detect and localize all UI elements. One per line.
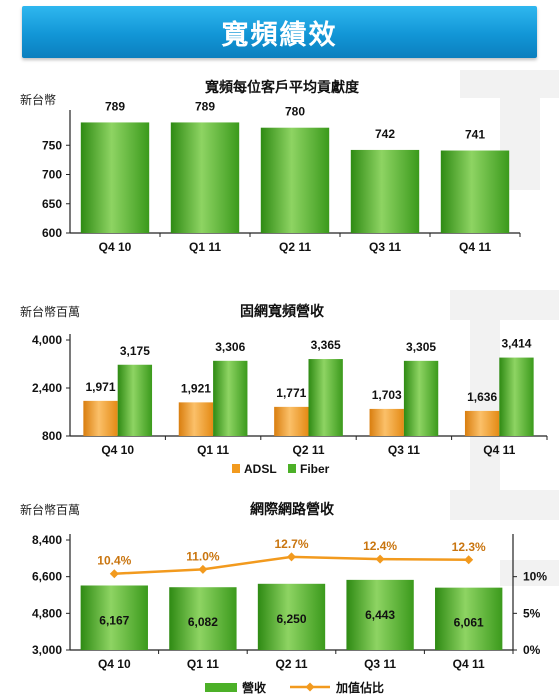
x-tick-label: Q1 11	[187, 657, 219, 671]
y-tick-label: 8,400	[32, 533, 62, 547]
line-data-label: 11.0%	[186, 549, 220, 563]
legend-swatch	[288, 464, 296, 473]
chart-title: 固網寬頻營收	[240, 303, 325, 319]
data-label: 3,306	[215, 340, 245, 354]
y2-tick-label: 10%	[523, 570, 547, 584]
watermark-graphic	[450, 70, 559, 586]
x-tick-label: Q3 11	[364, 657, 396, 671]
data-label: 1,921	[181, 381, 211, 395]
y-tick-label: 3,000	[32, 643, 62, 657]
data-label: 741	[465, 128, 485, 142]
line-data-label: 10.4%	[97, 554, 131, 568]
x-tick-label: Q4 10	[98, 657, 131, 671]
line-point	[287, 552, 296, 562]
x-tick-label: Q4 10	[101, 443, 134, 457]
y-tick-label: 4,800	[32, 606, 62, 620]
x-tick-label: Q3 11	[388, 443, 420, 457]
legend-label: 加值佔比	[335, 680, 384, 695]
chart-title: 網際網路營收	[250, 501, 335, 517]
y2-tick-label: 0%	[523, 643, 541, 657]
data-label: 789	[105, 99, 125, 113]
bar	[350, 149, 420, 233]
legend-swatch	[232, 464, 240, 473]
data-label: 6,061	[454, 616, 484, 630]
fiber-bar	[499, 357, 534, 436]
line-data-label: 12.3%	[452, 540, 486, 554]
legend-marker	[305, 682, 315, 692]
x-tick-label: Q1 11	[197, 443, 229, 457]
x-tick-label: Q2 11	[279, 240, 311, 254]
x-tick-label: Q2 11	[292, 443, 324, 457]
revenue-bar	[169, 587, 237, 650]
y-tick-label: 6,600	[32, 570, 62, 584]
y-tick-label: 4,000	[32, 333, 62, 347]
legend-label: 營收	[242, 680, 266, 695]
data-label: 1,971	[86, 380, 116, 394]
revenue-bar	[435, 587, 503, 650]
data-label: 3,365	[311, 338, 341, 352]
x-tick-label: Q2 11	[275, 657, 307, 671]
x-tick-label: Q4 11	[483, 443, 515, 457]
unit-label: 新台幣百萬	[20, 502, 80, 517]
data-label: 6,250	[276, 612, 306, 626]
adsl-bar	[178, 402, 214, 436]
line-data-label: 12.7%	[274, 537, 308, 551]
legend-swatch	[205, 683, 237, 692]
y2-tick-label: 5%	[523, 606, 541, 620]
legend-label: ADSL	[244, 462, 277, 476]
page-title: 寬頻績效	[221, 19, 338, 51]
adsl-bar	[464, 410, 500, 436]
unit-label: 新台幣百萬	[20, 304, 80, 319]
data-label: 1,703	[372, 388, 402, 402]
revenue-bar	[80, 585, 148, 650]
x-tick-label: Q3 11	[369, 240, 401, 254]
x-tick-label: Q4 11	[453, 657, 485, 671]
x-tick-label: Q1 11	[189, 240, 221, 254]
fiber-bar	[213, 360, 248, 436]
line-point	[109, 569, 119, 579]
adsl-bar	[274, 406, 309, 436]
fiber-bar	[117, 364, 153, 436]
line-point	[464, 555, 474, 565]
data-label: 6,082	[188, 615, 218, 629]
data-label: 1,771	[276, 386, 306, 400]
fiber-bar	[403, 360, 439, 436]
data-label: 6,167	[99, 613, 129, 627]
x-tick-label: Q4 11	[459, 240, 491, 254]
data-label: 742	[375, 127, 395, 141]
y-tick-label: 650	[42, 197, 62, 211]
adsl-bar	[83, 400, 118, 436]
unit-label: 新台幣	[20, 92, 56, 107]
y-tick-label: 2,400	[32, 381, 62, 395]
x-tick-label: Q4 10	[99, 240, 132, 254]
bar	[260, 127, 330, 233]
adsl-bar	[369, 408, 404, 436]
y-tick-label: 800	[42, 429, 62, 443]
internet-revenue-chart: 網際網路營收 新台幣百萬 3,000 4,800 6,600 8,400 Q4 10 Q1…	[20, 501, 547, 695]
line-point	[375, 554, 385, 564]
data-label: 3,305	[406, 340, 436, 354]
bar	[440, 150, 510, 233]
data-label: 3,175	[120, 344, 150, 358]
arpu-chart: 寬頻每位客戶平均貢獻度 新台幣 600 650 700 750 Q4 10 Q1 11 Q2…	[20, 79, 521, 254]
chart-title: 寬頻每位客戶平均貢獻度	[204, 79, 360, 95]
y-tick-label: 750	[42, 138, 62, 152]
data-label: 1,636	[467, 390, 497, 404]
y-tick-label: 700	[42, 168, 62, 182]
data-label: 3,414	[501, 337, 531, 351]
revenue-bar	[346, 579, 414, 650]
legend-label: Fiber	[300, 462, 330, 476]
revenue-bar	[257, 583, 326, 650]
y-tick-label: 600	[42, 226, 62, 240]
data-label: 780	[285, 105, 305, 119]
fiber-bar	[308, 359, 343, 436]
page-title-banner: 寬頻績效	[22, 6, 537, 58]
bar	[80, 122, 150, 233]
fixed-broadband-revenue-chart: 固網寬頻營收 新台幣百萬 800 2,400 4,000 Q4 10 Q1 11 Q2 1…	[20, 303, 548, 476]
data-label: 6,443	[365, 608, 395, 622]
line-data-label: 12.4%	[363, 539, 397, 553]
line-point	[198, 564, 208, 574]
data-label: 789	[195, 99, 215, 113]
bar	[170, 122, 240, 233]
